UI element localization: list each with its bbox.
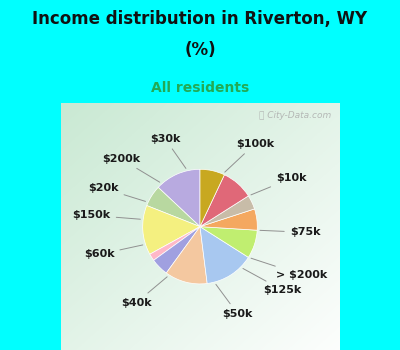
Text: $50k: $50k (216, 284, 253, 319)
Wedge shape (143, 205, 200, 254)
Wedge shape (147, 187, 200, 227)
Wedge shape (166, 227, 207, 284)
Wedge shape (158, 169, 200, 227)
Text: $60k: $60k (84, 245, 143, 259)
Wedge shape (154, 227, 200, 273)
Text: > $200k: > $200k (251, 258, 327, 280)
Text: $40k: $40k (121, 277, 167, 308)
Text: $150k: $150k (73, 210, 140, 220)
Text: ⓘ City-Data.com: ⓘ City-Data.com (259, 111, 331, 120)
Wedge shape (200, 209, 257, 230)
Wedge shape (150, 227, 200, 260)
Wedge shape (200, 227, 257, 257)
Text: $20k: $20k (88, 183, 146, 201)
Text: $125k: $125k (243, 268, 302, 295)
Text: All residents: All residents (151, 81, 249, 95)
Wedge shape (200, 169, 224, 227)
Wedge shape (200, 196, 254, 227)
Text: (%): (%) (184, 41, 216, 58)
Wedge shape (200, 175, 248, 227)
Text: $100k: $100k (225, 139, 274, 172)
Text: $200k: $200k (102, 154, 160, 182)
Wedge shape (200, 227, 248, 284)
Text: $75k: $75k (260, 227, 320, 237)
Text: Income distribution in Riverton, WY: Income distribution in Riverton, WY (32, 9, 368, 28)
Text: $10k: $10k (251, 174, 306, 195)
Text: $30k: $30k (150, 134, 186, 168)
